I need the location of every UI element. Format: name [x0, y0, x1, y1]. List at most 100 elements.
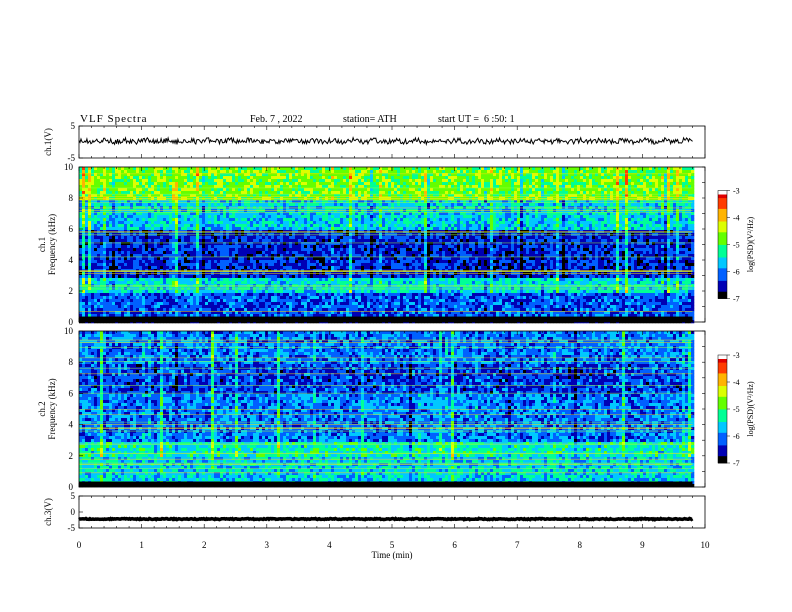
spectrogram-cell [307, 251, 310, 254]
spectrogram-cell [178, 248, 181, 251]
spectrogram-cell [133, 275, 136, 278]
spectrogram-cell [220, 299, 223, 302]
spectrogram-cell [112, 248, 115, 251]
spectrogram-cell [88, 239, 91, 242]
spectrogram-cell [277, 290, 280, 293]
spectrogram-cell [154, 296, 157, 299]
spectrogram-cell [292, 278, 295, 281]
spectrogram-cell [205, 167, 208, 170]
spectrogram-cell [340, 173, 343, 176]
spectrogram-cell [355, 221, 358, 224]
spectrogram-cell [355, 236, 358, 239]
spectrogram-cell [202, 209, 205, 212]
spectrogram-cell [244, 245, 247, 248]
spectrogram-cell [337, 239, 340, 242]
spectrogram-cell [346, 209, 349, 212]
spectrogram-cell [295, 209, 298, 212]
spectrogram-cell [181, 296, 184, 299]
spectrogram-cell [334, 308, 337, 311]
spectrogram-cell [283, 239, 286, 242]
spectrogram-cell [190, 293, 193, 296]
spectrogram-cell [205, 191, 208, 194]
spectrogram-cell [196, 209, 199, 212]
spectrogram-cell [103, 278, 106, 281]
spectrogram-cell [271, 215, 274, 218]
spectrogram-cell [193, 251, 196, 254]
spectrogram-cell [304, 200, 307, 203]
spectrogram-cell [91, 236, 94, 239]
spectrogram-cell [208, 257, 211, 260]
spectrogram-cell [352, 260, 355, 263]
spectrogram-cell [331, 251, 334, 254]
spectrogram-cell [187, 242, 190, 245]
spectrogram-cell [337, 251, 340, 254]
spectrogram-cell [178, 179, 181, 182]
spectrogram-cell [316, 179, 319, 182]
spectrogram-cell [97, 305, 100, 308]
spectrogram-cell [274, 227, 277, 230]
spectrogram-cell [133, 296, 136, 299]
spectrogram-cell [247, 236, 250, 239]
spectrogram-cell [109, 251, 112, 254]
spectrogram-cell [241, 308, 244, 311]
spectrogram-cell [157, 308, 160, 311]
spectrogram-cell [184, 239, 187, 242]
spectrogram-cell [130, 176, 133, 179]
spectrogram-cell [343, 173, 346, 176]
spectrogram-cell [238, 275, 241, 278]
spectrogram-cell [85, 245, 88, 248]
spectrogram-cell [145, 221, 148, 224]
spectrogram-cell [238, 290, 241, 293]
spectrogram-cell [148, 215, 151, 218]
spectrogram-cell [139, 293, 142, 296]
spectrogram-cell [277, 179, 280, 182]
spectrogram-cell [175, 290, 178, 293]
spectrogram-cell [166, 203, 169, 206]
spectrogram-cell [331, 173, 334, 176]
spectrogram-cell [256, 299, 259, 302]
spectrogram-cell [295, 263, 298, 266]
spectrogram-cell [124, 281, 127, 284]
spectrogram-cell [295, 260, 298, 263]
spectrogram-cell [310, 242, 313, 245]
spectrogram-cell [208, 302, 211, 305]
spectrogram-cell [109, 179, 112, 182]
spectrogram-cell [130, 263, 133, 266]
spectrogram-cell [349, 251, 352, 254]
spectrogram-cell [151, 179, 154, 182]
spectrogram-cell [154, 215, 157, 218]
spectrogram-cell [169, 239, 172, 242]
spectrogram-cell [307, 308, 310, 311]
spectrogram-cell [274, 209, 277, 212]
spectrogram-cell [151, 242, 154, 245]
spectrogram-cell [157, 191, 160, 194]
spectrogram-cell [163, 251, 166, 254]
spectrogram-cell [259, 203, 262, 206]
spectrogram-cell [148, 218, 151, 221]
spectrogram-cell [256, 170, 259, 173]
spectrogram-cell [193, 308, 196, 311]
spectrogram-cell [100, 176, 103, 179]
spectrogram-cell [325, 203, 328, 206]
spectrogram-cell [163, 167, 166, 170]
spectrogram-cell [166, 236, 169, 239]
spectrogram-cell [208, 221, 211, 224]
spectrogram-cell [295, 293, 298, 296]
spectrogram-cell [232, 221, 235, 224]
spectrogram-cell [295, 236, 298, 239]
spectrogram-cell [289, 302, 292, 305]
spectrogram-cell [274, 296, 277, 299]
spectrogram-cell [160, 203, 163, 206]
spectrogram-cell [241, 209, 244, 212]
spectrogram-cell [190, 302, 193, 305]
spectrogram-cell [292, 236, 295, 239]
spectrogram-cell [298, 257, 301, 260]
spectrogram-cell [265, 227, 268, 230]
spectrogram-cell [289, 173, 292, 176]
spectrogram-cell [280, 278, 283, 281]
spectrogram-cell [253, 179, 256, 182]
spectrogram-cell [142, 221, 145, 224]
spectrogram-cell [199, 236, 202, 239]
spectrogram-cell [304, 251, 307, 254]
spectrogram-cell [316, 188, 319, 191]
